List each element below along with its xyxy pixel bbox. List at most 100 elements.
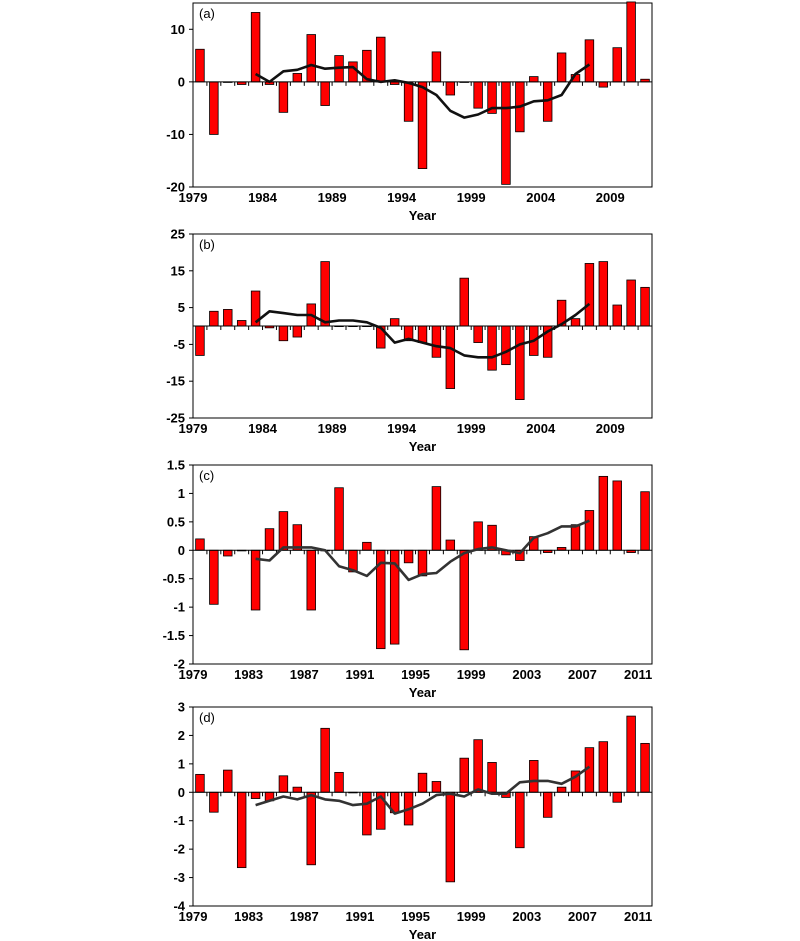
bar-1986 [292, 325, 303, 338]
x-tick-label: 2007 [568, 667, 597, 682]
chart-panel-1: -20 -10 0 10 1979 1984 1989 1994 1999 2004 2009 Yea… [166, 1, 653, 223]
panel-label: (c) [199, 468, 214, 483]
bar-1995 [417, 549, 428, 577]
y-tick-label: 0.5 [167, 514, 185, 529]
bar-1987 [306, 34, 316, 83]
y-tick-label: -5 [173, 337, 185, 352]
bar-1998 [459, 277, 469, 327]
x-tick-label: 1983 [234, 909, 263, 924]
plot-frame [192, 706, 653, 907]
bar-2005 [556, 52, 567, 83]
bar-1996 [431, 781, 442, 793]
x-tick-label: 2007 [568, 909, 597, 924]
smoothed-line [254, 63, 591, 119]
y-tick-label: 1 [178, 756, 185, 771]
y-tick-label: -20 [166, 180, 185, 195]
bar-1997 [445, 81, 456, 96]
x-axis-title: Year [409, 208, 436, 223]
bar-1991 [362, 541, 372, 551]
y-tick-label: 0 [178, 543, 185, 558]
chart-panel-3: -2 -1.5 -1 -0.5 0 0.5 1 1.5 1979 1983 1987 1991 1995… [163, 458, 653, 700]
x-tick-label: 1979 [179, 909, 208, 924]
bar-2002 [515, 325, 525, 400]
bar-1982 [236, 320, 247, 327]
bar-2003 [529, 76, 539, 83]
bar-2009 [612, 791, 622, 803]
x-tick-label: 1987 [290, 667, 319, 682]
x-axis-title: Year [409, 685, 436, 700]
bar-2008 [598, 475, 609, 551]
x-tick-label: 1991 [345, 667, 374, 682]
y-tick-label: -2 [173, 842, 185, 857]
x-tick-label: 1979 [179, 190, 208, 205]
bar-1988 [320, 727, 330, 793]
x-tick-label: 2003 [512, 909, 541, 924]
x-tick-label: 1994 [387, 190, 417, 205]
bar-1985 [278, 325, 289, 342]
smoothed-line [255, 765, 591, 815]
smoothed-line [255, 519, 590, 582]
bar-1994 [403, 81, 414, 122]
x-tick-label: 1989 [318, 421, 347, 436]
bar-1979 [195, 773, 205, 793]
x-tick-label: 1994 [387, 421, 417, 436]
bar-2002 [515, 791, 525, 849]
y-tick-label: 0 [178, 785, 185, 800]
y-tick-label: -4 [173, 899, 185, 914]
bar-1999 [473, 521, 483, 551]
x-tick-label: 1987 [290, 909, 319, 924]
bar-1988 [320, 261, 330, 327]
y-tick-label: 0 [178, 74, 185, 89]
bar-1981 [223, 309, 233, 327]
chart-panel-4: -4 -3 -2 -1 0 1 2 3 1979 1983 1987 1991 1995 1999 2003… [173, 700, 653, 941]
bar-1980 [209, 549, 219, 605]
bar-2009 [612, 304, 622, 327]
y-tick-label: -2 [173, 657, 185, 672]
bar-1989 [334, 487, 344, 551]
bar-1985 [278, 511, 289, 551]
bar-1987 [306, 791, 316, 866]
y-tick-label: 10 [171, 22, 185, 37]
bar-1979 [195, 325, 205, 356]
panel-label: (b) [199, 237, 215, 252]
bar-1985 [278, 775, 289, 793]
bar-2001 [501, 81, 511, 185]
bar-2011 [640, 286, 650, 327]
bar-1997 [445, 791, 456, 883]
x-tick-label: 1984 [248, 421, 278, 436]
smoothed-line [254, 302, 591, 359]
bar-1995 [417, 325, 428, 343]
x-tick-label: 1999 [457, 190, 486, 205]
bar-1995 [417, 772, 428, 793]
bar-1994 [403, 549, 414, 564]
bar-2000 [487, 762, 497, 793]
bar-1981 [223, 769, 233, 793]
bar-1997 [445, 325, 456, 389]
y-tick-label: -15 [166, 374, 185, 389]
bar-1998 [459, 549, 469, 651]
bar-1983 [250, 12, 261, 83]
bar-2008 [598, 81, 609, 88]
y-tick-label: -3 [173, 870, 185, 885]
x-tick-label: 1999 [457, 421, 486, 436]
bar-1989 [334, 771, 344, 793]
bar-2003 [529, 760, 539, 793]
bar-2004 [542, 791, 553, 818]
bar-2011 [640, 742, 650, 793]
bar-1987 [306, 549, 316, 611]
bar-1981 [223, 549, 233, 557]
bar-1979 [195, 538, 205, 551]
x-tick-label: 2004 [526, 421, 556, 436]
bar-2010 [626, 1, 636, 83]
y-tick-label: 5 [178, 300, 185, 315]
x-tick-label: 2004 [526, 190, 556, 205]
x-tick-label: 2009 [596, 190, 625, 205]
bar-1996 [431, 325, 442, 358]
bar-1982 [236, 791, 247, 869]
bar-1983 [250, 791, 261, 799]
bar-1999 [473, 81, 483, 109]
bar-2007 [584, 39, 595, 83]
plot-frame [192, 464, 653, 665]
y-tick-label: 15 [171, 263, 185, 278]
